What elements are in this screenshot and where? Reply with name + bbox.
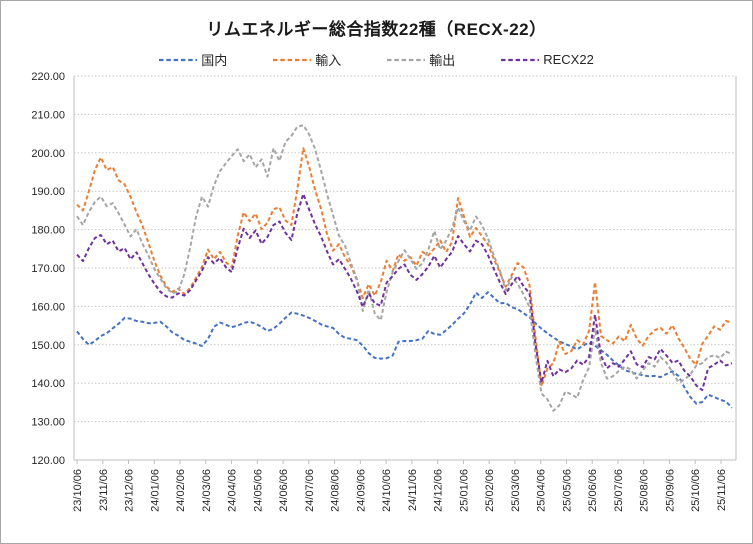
x-tick-label: 25/02/06: [484, 469, 496, 512]
series-line-recx22: [76, 192, 733, 392]
x-tick-label: 23/11/06: [98, 469, 110, 511]
legend-label-domestic: 国内: [201, 53, 228, 68]
legend-dash-icon-import: [273, 58, 312, 61]
x-tick-label: 24/12/06: [433, 469, 445, 512]
x-tick-label: 24/10/06: [381, 469, 393, 512]
x-tick-label: 25/06/06: [587, 469, 599, 512]
x-tick-label: 24/09/06: [355, 469, 367, 512]
series-line-export: [76, 124, 733, 412]
x-tick-label: 24/06/06: [278, 469, 290, 512]
legend-label-import: 輸入: [315, 53, 342, 68]
y-tick-label: 170.00: [31, 263, 65, 275]
x-tick-label: 24/08/06: [330, 469, 342, 512]
x-tick-label: 24/02/06: [175, 469, 187, 512]
series-line-import: [76, 147, 733, 388]
y-tick-label: 130.00: [31, 417, 65, 429]
y-tick-label: 180.00: [31, 225, 65, 237]
chart-title: リムエネルギー総合指数22種（RECX-22）: [206, 20, 547, 39]
x-tick-label: 25/07/06: [613, 469, 625, 512]
legend-dash-icon-recx22: [501, 58, 540, 61]
y-axis-labels: 220.00 210.00 200.00 190.00 180.00 170.00 160.…: [31, 71, 65, 467]
y-tick-label: 220.00: [31, 71, 65, 83]
x-tick-label: 25/11/06: [716, 469, 728, 511]
legend-item-export: 輸出: [387, 50, 455, 69]
x-tick-label: 25/03/06: [510, 469, 522, 512]
x-tick-label: 24/05/06: [252, 469, 264, 512]
legend-dash-icon-export: [387, 58, 426, 61]
legend-label-recx22: RECX22: [543, 52, 594, 67]
axis-lines: [73, 76, 737, 464]
x-tick-label: 24/07/06: [304, 469, 316, 512]
chart-legend: 国内 輸入 輸出 RECX22: [1, 50, 752, 69]
y-tick-label: 200.00: [31, 148, 65, 160]
x-tick-label: 24/01/06: [149, 469, 161, 512]
y-tick-label: 210.00: [31, 109, 65, 121]
legend-item-recx22: RECX22: [501, 52, 594, 67]
gridlines: [74, 75, 736, 461]
x-tick-label: 25/04/06: [536, 469, 548, 512]
x-tick-label: 23/12/06: [124, 469, 136, 512]
x-tick-label: 23/10/06: [72, 469, 84, 512]
legend-dash-icon-domestic: [159, 58, 198, 61]
x-tick-label: 24/04/06: [227, 469, 239, 512]
y-tick-label: 140.00: [31, 378, 65, 390]
series-line-domestic: [76, 291, 733, 409]
y-tick-label: 150.00: [31, 340, 65, 352]
legend-item-domestic: 国内: [159, 50, 227, 69]
x-tick-label: 25/01/06: [458, 469, 470, 512]
legend-label-export: 輸出: [429, 53, 456, 68]
legend-item-import: 輸入: [273, 50, 341, 69]
x-tick-label: 25/05/06: [561, 469, 573, 512]
y-tick-label: 190.00: [31, 186, 65, 198]
x-tick-label: 25/10/06: [690, 469, 702, 512]
x-tick-label: 24/11/06: [407, 469, 419, 511]
x-tick-label: 25/09/06: [664, 469, 676, 512]
x-tick-label: 25/08/06: [639, 469, 651, 512]
y-tick-label: 120.00: [31, 455, 65, 467]
x-tick-label: 24/03/06: [201, 469, 213, 512]
y-tick-label: 160.00: [31, 301, 65, 313]
x-axis-labels: 23/10/06 23/11/06 23/12/06 24/01/06 24/02/06…: [72, 469, 728, 512]
